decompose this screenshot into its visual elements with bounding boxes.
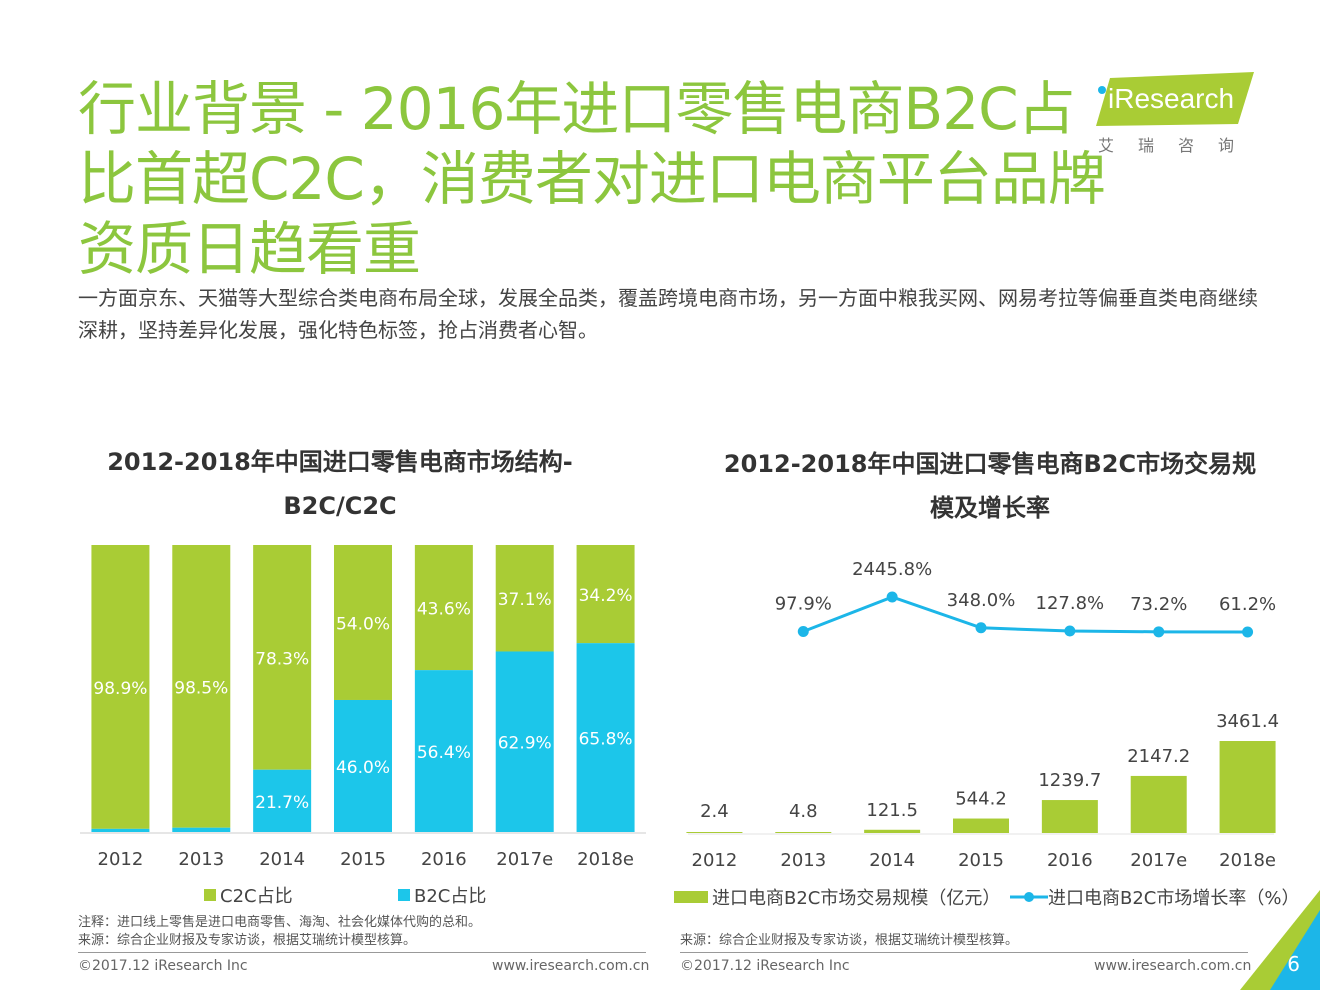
bar-b2c — [253, 769, 312, 832]
x-tick-label: 2013 — [178, 849, 224, 870]
footer-rule-right — [680, 952, 1248, 953]
bar-b2c — [334, 699, 392, 832]
data-label-scale: 544.2 — [955, 789, 1007, 810]
x-tick-label: 2012 — [692, 850, 738, 871]
corner-decoration — [1240, 890, 1320, 990]
data-label-b2c: 65.8% — [579, 730, 633, 750]
data-label-scale: 1239.7 — [1038, 770, 1101, 791]
x-tick-label: 2018e — [577, 849, 634, 870]
x-tick-label: 2015 — [340, 849, 386, 870]
x-tick-label: 2017e — [1130, 850, 1187, 871]
growth-point — [975, 622, 987, 634]
logo-cn-text: 艾瑞咨询 — [1098, 136, 1259, 155]
legend-line-swatch — [1010, 892, 1048, 902]
data-label-growth: 348.0% — [947, 590, 1016, 611]
legend-bars-swatch — [674, 891, 708, 903]
page-title: 行业背景 - 2016年进口零售电商B2C占比首超C2C，消费者对进口电商平台品… — [78, 75, 1106, 283]
bar-scale — [864, 829, 921, 833]
source-right: 来源：综合企业财报及专家访谈，根据艾瑞统计模型核算。 — [680, 933, 1019, 948]
legend-line: 进口电商B2C市场增长率（%） — [1010, 884, 1299, 910]
x-tick-label: 2014 — [259, 849, 305, 870]
chart1-title: 2012-2018年中国进口零售电商市场结构-B2C/C2C — [107, 448, 573, 520]
page-number: 6 — [1287, 952, 1300, 976]
bar-scale — [1130, 775, 1187, 833]
bar-b2c — [172, 827, 231, 832]
data-label-growth: 61.2% — [1219, 594, 1276, 615]
x-tick-label: 2015 — [958, 850, 1004, 871]
legend-b2c-swatch — [398, 889, 410, 901]
bar-c2c — [172, 545, 231, 828]
url-left: www.iresearch.com.cn — [492, 958, 650, 974]
legend-bars-label: 进口电商B2C市场交易规模（亿元） — [712, 888, 1001, 909]
data-label-scale: 4.8 — [789, 801, 818, 822]
data-label-c2c: 34.2% — [579, 586, 633, 606]
data-label-scale: 2147.2 — [1127, 746, 1190, 767]
bar-b2c — [576, 643, 635, 832]
bar-c2c — [576, 545, 635, 644]
data-label-b2c: 21.7% — [255, 793, 309, 813]
data-label-scale: 2.4 — [700, 801, 729, 822]
bar-scale — [1041, 800, 1098, 833]
data-label-c2c: 43.6% — [417, 600, 471, 620]
data-label-c2c: 37.1% — [498, 590, 552, 610]
intro-text: 一方面京东、天猫等大型综合类电商布局全球，发展全品类，覆盖跨境电商市场，另一方面… — [78, 286, 1258, 342]
chart2-title: 2012-2018年中国进口零售电商B2C市场交易规模及增长率 — [723, 450, 1257, 522]
x-tick-label: 2014 — [869, 850, 915, 871]
bar-c2c — [334, 545, 392, 700]
data-label-c2c: 98.5% — [174, 678, 228, 698]
legend-c2c-swatch — [204, 889, 216, 901]
copyright-right: ©2017.12 iResearch Inc — [680, 958, 850, 974]
bar-b2c — [414, 670, 473, 832]
data-label-b2c: 62.9% — [498, 734, 552, 754]
bar-scale — [775, 832, 832, 833]
data-label-growth: 73.2% — [1130, 594, 1187, 615]
growth-line — [802, 595, 1248, 634]
growth-point — [1064, 625, 1076, 637]
data-label-c2c: 78.3% — [255, 649, 309, 669]
legend-b2c-label: B2C占比 — [414, 886, 487, 907]
bar-scale — [953, 818, 1009, 833]
footer-rule-left — [78, 952, 646, 953]
bar-scale — [686, 832, 743, 833]
legend-bars: 进口电商B2C市场交易规模（亿元） — [674, 884, 1000, 910]
bar-b2c — [495, 651, 554, 832]
x-tick-label: 2016 — [1047, 850, 1093, 871]
bar-b2c — [91, 828, 150, 832]
svg-text:iResearch: iResearch — [1108, 83, 1234, 114]
copyright-left: ©2017.12 iResearch Inc — [78, 958, 248, 974]
note-left: 注释：进口线上零售是进口电商零售、海淘、社会化媒体代购的总和。 — [78, 915, 482, 930]
data-label-b2c: 56.4% — [417, 743, 471, 763]
legend-c2c: C2C占比 — [204, 882, 293, 908]
url-right: www.iresearch.com.cn — [1094, 958, 1252, 974]
x-tick-label: 2013 — [780, 850, 826, 871]
data-label-c2c: 98.9% — [93, 679, 147, 699]
legend-b2c: B2C占比 — [398, 882, 486, 908]
data-label-growth: 97.9% — [775, 593, 832, 614]
x-tick-label: 2018e — [1219, 850, 1276, 871]
growth-point — [1242, 626, 1254, 638]
growth-point — [1153, 626, 1165, 638]
bar-scale — [1219, 741, 1276, 833]
data-label-c2c: 54.0% — [336, 614, 390, 634]
legend-line-label: 进口电商B2C市场增长率（%） — [1048, 888, 1300, 909]
bar-c2c — [414, 545, 473, 671]
data-label-growth: 127.8% — [1036, 593, 1105, 614]
source-left: 来源：综合企业财报及专家访谈，根据艾瑞统计模型核算。 — [78, 933, 417, 948]
iresearch-logo: iResearch — [1096, 72, 1254, 126]
bar-c2c — [91, 545, 150, 829]
x-tick-label: 2012 — [98, 849, 144, 870]
data-label-b2c: 46.0% — [336, 758, 390, 778]
x-tick-label: 2016 — [421, 849, 467, 870]
data-label-scale: 3461.4 — [1216, 711, 1279, 732]
bar-c2c — [495, 545, 554, 652]
growth-point — [797, 625, 809, 637]
data-label-scale: 121.5 — [866, 800, 918, 821]
x-tick-label: 2017e — [496, 849, 553, 870]
bar-c2c — [253, 545, 312, 770]
legend-c2c-label: C2C占比 — [220, 886, 293, 907]
growth-point — [886, 591, 898, 603]
data-label-growth: 2445.8% — [852, 559, 932, 580]
